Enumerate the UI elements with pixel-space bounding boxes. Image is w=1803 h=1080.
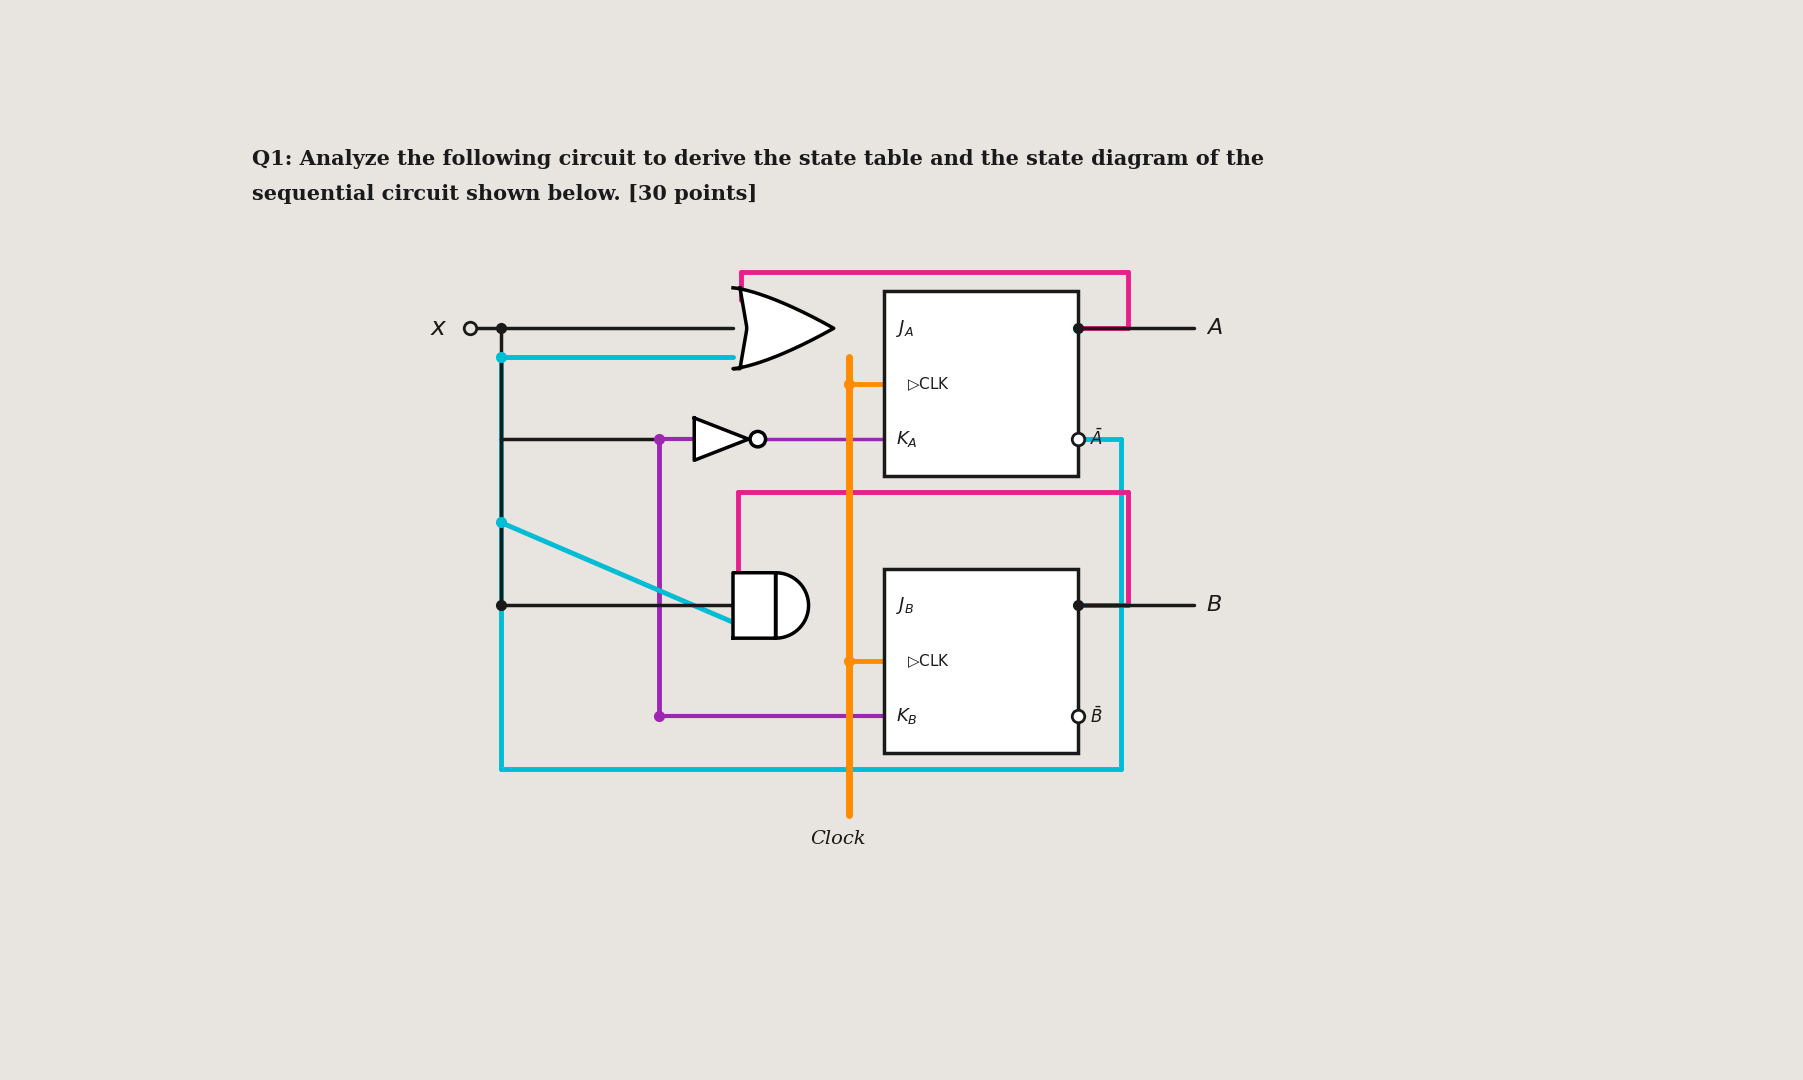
Text: $K_A$: $K_A$ bbox=[896, 429, 918, 449]
Polygon shape bbox=[734, 288, 833, 368]
Text: $\triangleright$CLK: $\triangleright$CLK bbox=[907, 652, 950, 670]
Text: Clock: Clock bbox=[810, 831, 865, 848]
Text: $x$: $x$ bbox=[431, 316, 447, 340]
Bar bbox=[883, 568, 1078, 754]
Text: $B$: $B$ bbox=[1206, 594, 1222, 617]
Text: $A$: $A$ bbox=[1206, 318, 1222, 339]
Text: $\triangleright$CLK: $\triangleright$CLK bbox=[907, 375, 950, 392]
Text: $J_A$: $J_A$ bbox=[896, 318, 914, 339]
Text: $K_B$: $K_B$ bbox=[896, 706, 918, 727]
Text: $\bar{B}$: $\bar{B}$ bbox=[1089, 706, 1102, 727]
Text: $\bar{A}$: $\bar{A}$ bbox=[1089, 429, 1103, 449]
Bar bbox=[883, 292, 1078, 476]
Polygon shape bbox=[694, 418, 748, 460]
Text: sequential circuit shown below. [30 points]: sequential circuit shown below. [30 poin… bbox=[252, 184, 757, 203]
Text: $J_B$: $J_B$ bbox=[896, 595, 914, 616]
Polygon shape bbox=[734, 572, 808, 638]
Circle shape bbox=[750, 431, 766, 447]
Text: Q1: Analyze the following circuit to derive the state table and the state diagra: Q1: Analyze the following circuit to der… bbox=[252, 149, 1264, 168]
